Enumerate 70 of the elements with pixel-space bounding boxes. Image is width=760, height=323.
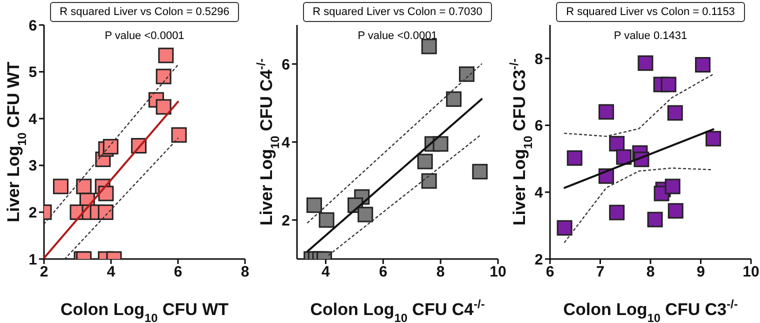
point — [638, 55, 654, 71]
x-tick-label: 2 — [40, 264, 48, 281]
x-tick-label: 6 — [174, 264, 182, 281]
line-series — [564, 74, 714, 137]
y-tick-label: 2 — [28, 204, 37, 222]
point — [609, 136, 625, 152]
point — [667, 105, 683, 121]
x-axis-title: Colon Log$_{10}$ CFU C3$^{-/-}$ — [563, 297, 738, 323]
point — [609, 204, 625, 220]
point — [695, 57, 711, 73]
point — [76, 178, 92, 194]
point — [102, 138, 118, 154]
point — [566, 150, 582, 166]
x-tick-label: 8 — [646, 264, 655, 281]
chart-subtitle: P value <0.0001 — [356, 30, 438, 42]
point — [171, 127, 187, 143]
y-tick-label: 1 — [28, 251, 37, 268]
point — [706, 130, 722, 146]
point — [421, 173, 437, 189]
x-tick-label: 6 — [546, 264, 554, 281]
point — [458, 66, 474, 82]
point — [432, 136, 448, 152]
chart-title: R squared Liver vs Colon = 0.7030 — [303, 2, 492, 22]
x-tick-label: 8 — [240, 264, 250, 281]
chart-title: R squared Liver vs Colon = 0.5296 — [50, 2, 239, 22]
point — [306, 197, 322, 213]
y-tick-label: 6 — [28, 17, 37, 34]
point — [446, 91, 462, 107]
point — [616, 149, 632, 165]
x-axis-title: Colon Log$_{10}$ CFU WT — [60, 300, 230, 323]
point — [156, 99, 172, 115]
y-tick-label: 4 — [28, 110, 38, 128]
y-tick-label: 8 — [534, 50, 543, 68]
chart-subtitle: P value 0.1431 — [612, 30, 688, 42]
x-tick-label: 10 — [490, 264, 506, 281]
point — [358, 206, 374, 222]
chart-subtitle: P value <0.0001 — [104, 30, 186, 42]
point — [158, 48, 174, 64]
y-tick-label: 3 — [28, 158, 37, 175]
x-tick-label: 7 — [596, 264, 604, 281]
point — [156, 68, 172, 84]
y-tick-label: 5 — [28, 64, 37, 82]
point — [472, 164, 488, 180]
x-tick-label: 10 — [742, 264, 760, 281]
point — [647, 212, 663, 228]
x-axis-title: Colon Log$_{10}$ CFU C4$^{-/-}$ — [310, 297, 485, 323]
y-tick-label: 4 — [534, 184, 544, 202]
x-tick-label: 4 — [322, 264, 331, 281]
y-tick-label: 6 — [282, 56, 290, 74]
y-tick-label: 2 — [534, 251, 543, 268]
x-tick-label: 4 — [106, 264, 116, 281]
point — [598, 104, 614, 120]
point — [668, 203, 684, 219]
point — [98, 204, 114, 220]
x-tick-label: 6 — [378, 264, 388, 281]
chart-title: R squared Liver vs Colon = 0.1153 — [556, 2, 745, 22]
y-tick-label: 4 — [282, 134, 291, 152]
point — [318, 212, 334, 228]
point — [556, 220, 572, 236]
point — [660, 76, 676, 92]
x-tick-label: 9 — [696, 264, 705, 281]
x-tick-label: 8 — [436, 264, 445, 281]
point — [421, 38, 437, 54]
point — [664, 178, 680, 194]
point — [98, 186, 114, 202]
line-series — [564, 167, 714, 243]
point — [53, 178, 68, 194]
point — [417, 154, 433, 170]
y-tick-label: 6 — [534, 118, 543, 135]
y-tick-label: 2 — [282, 212, 290, 230]
